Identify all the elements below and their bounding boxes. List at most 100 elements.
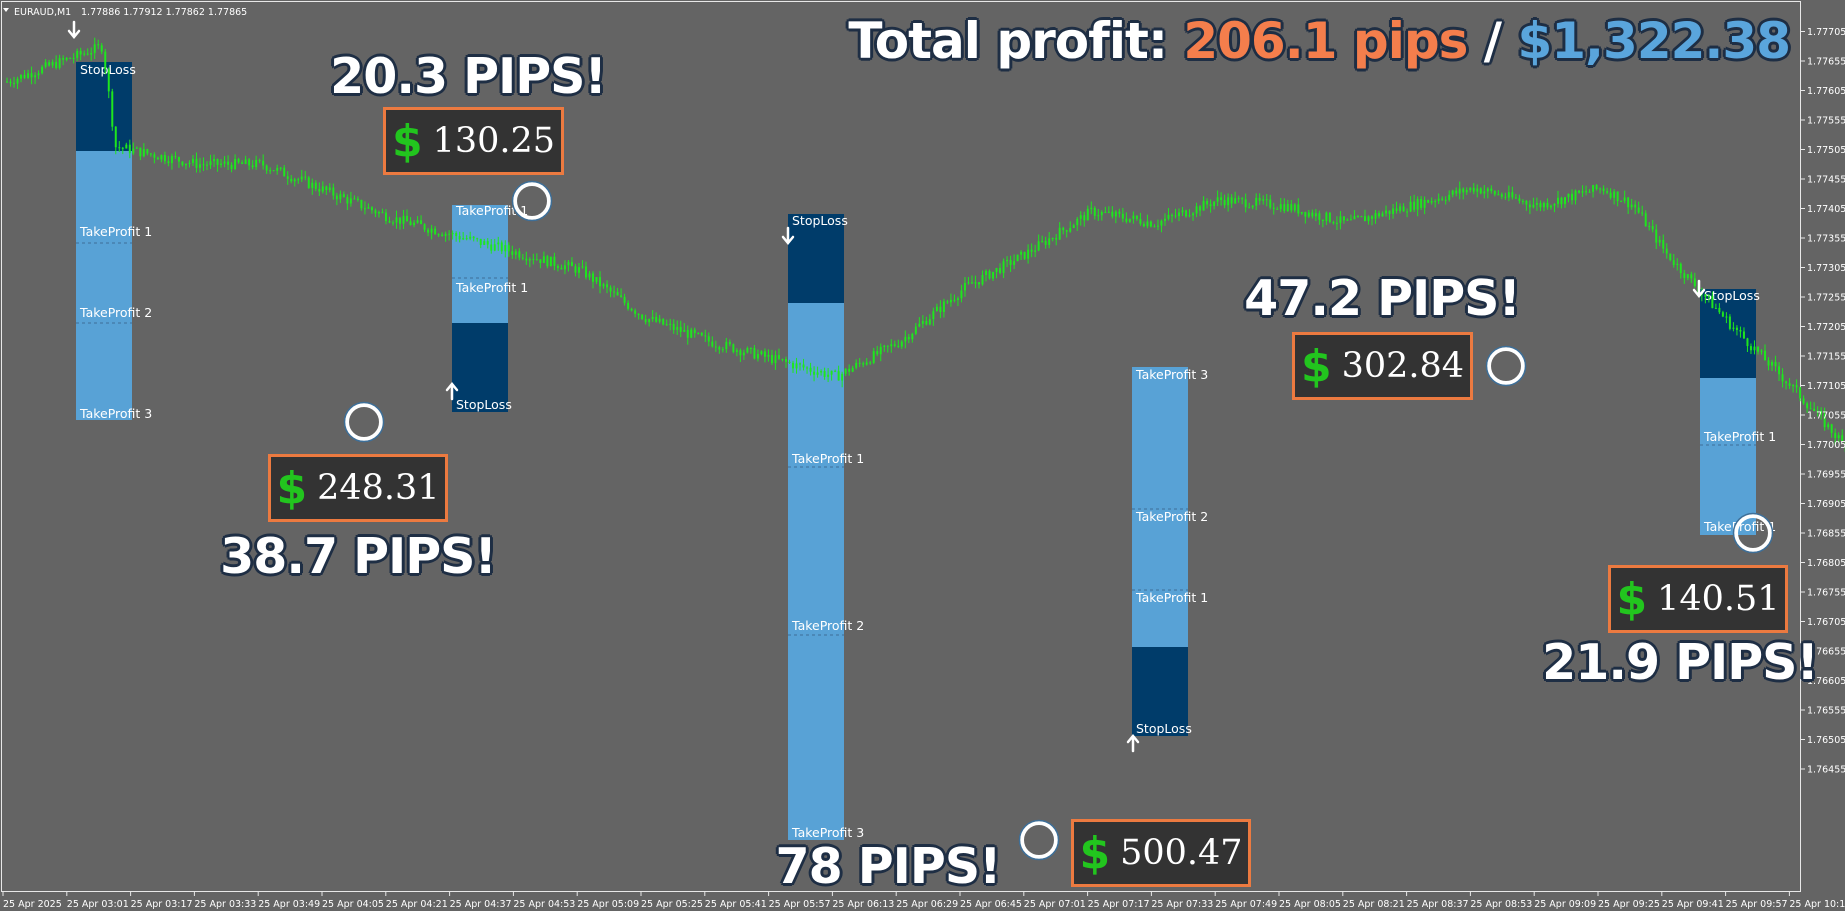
price-tick-label: 1.76905 <box>1807 499 1845 510</box>
candle-body <box>676 326 679 330</box>
stop-loss-zone <box>788 214 844 303</box>
candle-body <box>1518 198 1521 201</box>
candle-body <box>1360 216 1363 218</box>
candle-body <box>476 238 479 240</box>
candle-body <box>528 258 531 261</box>
candle-body <box>918 323 921 327</box>
candle-body <box>1760 350 1763 352</box>
candle-body <box>1676 263 1679 266</box>
candle-body <box>953 299 956 301</box>
time-axis[interactable]: 25 Apr 2025 25 Apr 03:01 25 Apr 03:17 25 Ap… <box>2 892 1845 910</box>
candle-body <box>792 362 795 369</box>
candle-body <box>1427 199 1430 203</box>
candle-body <box>1630 204 1633 208</box>
candle-body <box>455 232 458 237</box>
candle-body <box>1146 221 1149 227</box>
take-profit-zone <box>452 205 508 323</box>
time-tick-label: 25 Apr 2025 <box>3 899 62 910</box>
candle-body <box>314 182 317 189</box>
candle-body <box>556 265 559 269</box>
time-tick-label: 25 Apr 09:09 <box>1534 899 1596 910</box>
candle-body <box>1753 346 1756 351</box>
candle-body <box>1728 316 1731 329</box>
candle-body <box>321 186 324 192</box>
candle-body <box>609 287 612 292</box>
candle-body <box>525 258 528 261</box>
time-tick-label: 25 Apr 04:05 <box>322 899 384 910</box>
candle-body <box>1746 338 1749 347</box>
candle-body <box>160 155 163 160</box>
dropdown-triangle-icon[interactable] <box>3 8 9 12</box>
candle-body <box>1304 211 1307 217</box>
exit-point-outline <box>1018 819 1060 861</box>
candle-body <box>1539 203 1542 208</box>
price-tick-label: 1.77605 <box>1807 86 1845 97</box>
candle-body <box>504 245 507 252</box>
candle-body <box>1648 226 1651 228</box>
candle-body <box>1083 215 1086 221</box>
candle-body <box>1048 238 1051 245</box>
candle-body <box>97 44 100 46</box>
candle-body <box>760 351 763 355</box>
candle-body <box>644 318 647 323</box>
price-tick-label: 1.77305 <box>1807 263 1845 274</box>
candle-body <box>367 207 370 209</box>
take-profit-zone <box>1700 378 1756 535</box>
candle-body <box>486 241 489 245</box>
price-axis[interactable]: 1.77705 1.77655 1.77605 1.77555 1.77505 1.774… <box>1801 27 1845 776</box>
candle-body <box>683 329 686 332</box>
candle-body <box>1690 274 1693 279</box>
candle-body <box>763 351 766 357</box>
candle-body <box>1528 204 1531 208</box>
candle-body <box>430 228 433 233</box>
candle-body <box>932 311 935 320</box>
profit-box-trade-1: $ 248.31 <box>268 454 448 522</box>
candle-body <box>981 275 984 285</box>
candle-body <box>346 197 349 204</box>
candle-body <box>251 165 254 168</box>
price-tick-label: 1.77555 <box>1807 116 1845 127</box>
candle-body <box>1079 215 1082 219</box>
candle-body <box>237 159 240 163</box>
price-tick-label: 1.77455 <box>1807 175 1845 186</box>
candle-body <box>1307 212 1310 217</box>
candle-body <box>1363 216 1366 222</box>
candle-body <box>255 159 258 168</box>
candle-body <box>1623 197 1626 202</box>
candle-body <box>318 188 321 192</box>
candle-body <box>553 256 556 266</box>
candle-body <box>995 268 998 272</box>
level-label: TakeProfit 3 <box>791 825 864 840</box>
pips-label-trade-3: 78 PIPS! <box>775 838 1002 895</box>
candle-body <box>830 370 833 375</box>
candle-body <box>1195 206 1198 214</box>
candle-body <box>1704 294 1707 297</box>
candle-body <box>1651 226 1654 230</box>
profit-amount: 248.31 <box>317 468 440 508</box>
candle-body <box>1199 206 1202 211</box>
candle-body <box>1781 374 1784 382</box>
exit-point-circle <box>1734 514 1772 552</box>
sell-arrow-icon <box>67 20 81 39</box>
total-profit-separator: / <box>1467 12 1518 70</box>
level-label: StopLoss <box>792 213 848 228</box>
candle-body <box>37 73 40 76</box>
candle-body <box>209 161 212 166</box>
candle-body <box>448 233 451 235</box>
candle-body <box>1792 385 1795 387</box>
candle-body <box>1585 191 1588 193</box>
candle-body <box>949 299 952 303</box>
candle-body <box>1023 251 1026 259</box>
stop-loss-zone <box>452 323 508 412</box>
candle-body <box>956 298 959 300</box>
candle-body <box>167 161 170 164</box>
candle-body <box>311 182 314 189</box>
candle-body <box>107 69 110 92</box>
candle-body <box>1202 200 1205 211</box>
candle-body <box>1342 216 1345 221</box>
price-tick-label: 1.77705 <box>1807 27 1845 38</box>
candle-body <box>893 344 896 346</box>
price-tick-label: 1.76505 <box>1807 735 1845 746</box>
